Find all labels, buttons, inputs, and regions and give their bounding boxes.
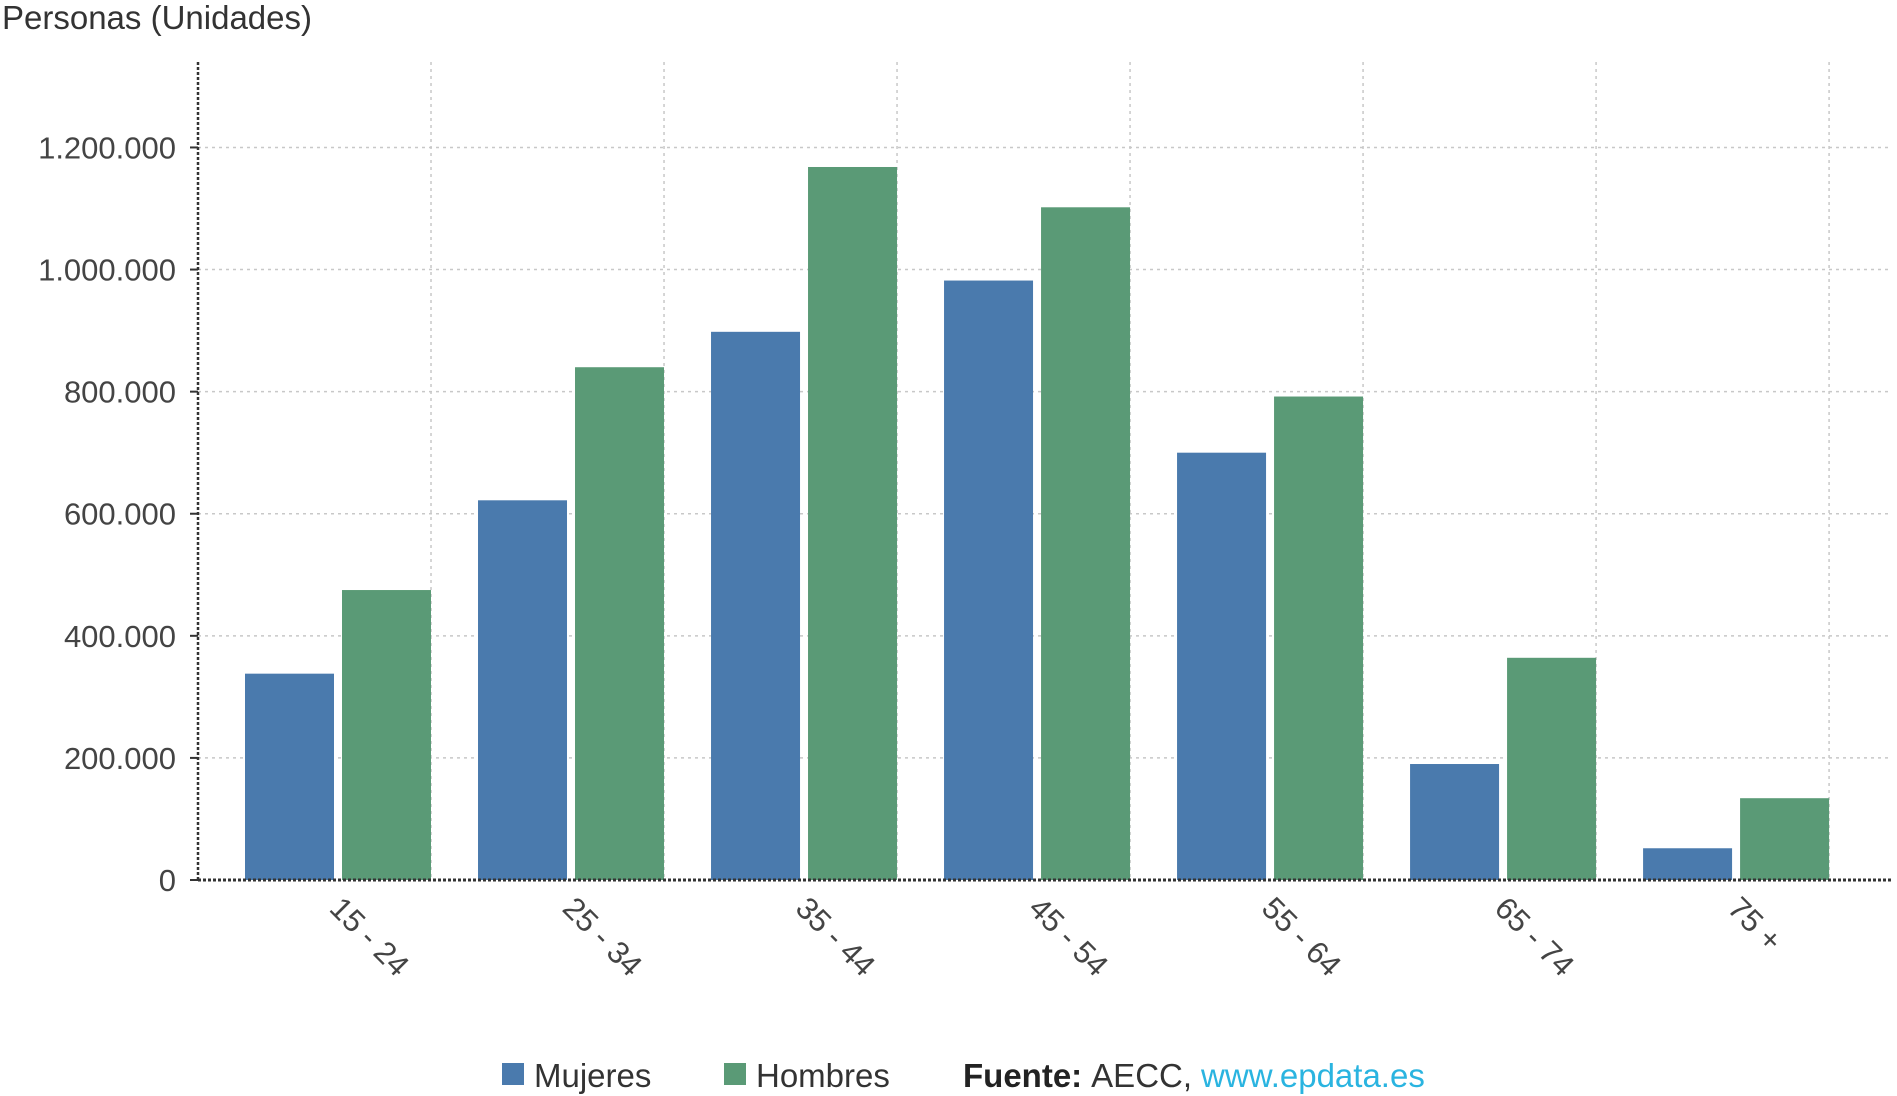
bar-hombres-3[interactable] xyxy=(808,166,898,880)
y-tick-label: 0 xyxy=(159,863,176,898)
bar-mujeres-3[interactable] xyxy=(711,331,801,881)
y-tick-label: 1.200.000 xyxy=(38,130,176,165)
y-tick-label: 400.000 xyxy=(64,619,176,654)
legend-swatch-hombres xyxy=(724,1063,746,1085)
x-tick-label: 65 - 74 xyxy=(1488,890,1581,983)
bar-hombres-2[interactable] xyxy=(575,367,665,880)
bar-mujeres-1[interactable] xyxy=(245,673,334,880)
legend-label-hombres: Hombres xyxy=(756,1057,890,1094)
bar-hombres-6[interactable] xyxy=(1507,657,1597,880)
x-tick-label: 75 + xyxy=(1721,890,1789,958)
legend-label-mujeres: Mujeres xyxy=(534,1057,651,1094)
y-axis-title: Personas (Unidades) xyxy=(2,0,312,36)
bar-hombres-4[interactable] xyxy=(1041,207,1131,880)
source-link[interactable]: www.epdata.es xyxy=(1200,1057,1425,1094)
x-tick-label: 25 - 34 xyxy=(556,890,649,983)
y-tick-label: 200.000 xyxy=(64,741,176,776)
bar-mujeres-5[interactable] xyxy=(1177,452,1267,880)
source-label: Fuente: xyxy=(963,1057,1082,1094)
x-tick-label: 55 - 64 xyxy=(1255,890,1348,983)
y-tick-label: 800.000 xyxy=(64,375,176,410)
bar-hombres-1[interactable] xyxy=(342,590,431,880)
bar-hombres-7[interactable] xyxy=(1740,798,1830,880)
x-tick-label: 35 - 44 xyxy=(789,890,882,983)
legend-swatch-mujeres xyxy=(502,1063,524,1085)
axes-layer xyxy=(196,62,1892,882)
source-name: AECC, xyxy=(1091,1057,1192,1094)
x-tick-label: 15 - 24 xyxy=(323,890,416,983)
y-tick-label: 600.000 xyxy=(64,497,176,532)
grid-layer xyxy=(190,62,1892,881)
bar-hombres-5[interactable] xyxy=(1274,396,1364,880)
source-credit: Fuente: AECC, www.epdata.es xyxy=(963,1057,1425,1094)
bar-mujeres-7[interactable] xyxy=(1643,848,1733,880)
x-tick-label: 45 - 54 xyxy=(1022,890,1115,983)
x-tick-labels: 15 - 24 25 - 34 35 - 44 45 - 54 55 - 64 65 - … xyxy=(323,890,1789,983)
bars-layer xyxy=(245,166,1830,881)
bar-mujeres-4[interactable] xyxy=(944,280,1034,881)
y-tick-labels: 0 200.000 400.000 600.000 800.000 1.000.000 1.… xyxy=(38,130,176,898)
bar-mujeres-6[interactable] xyxy=(1410,764,1500,880)
legend: Mujeres Hombres Fuente: AECC, www.epdata.e… xyxy=(502,1057,1425,1094)
y-tick-label: 1.000.000 xyxy=(38,253,176,288)
bar-mujeres-2[interactable] xyxy=(478,500,568,880)
